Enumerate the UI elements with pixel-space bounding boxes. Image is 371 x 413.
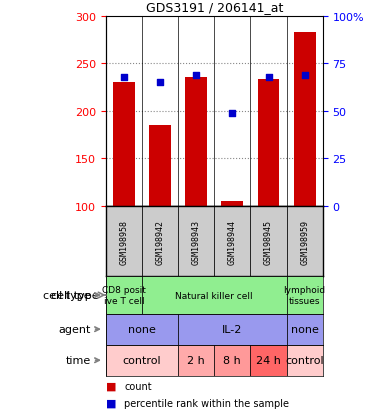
- Bar: [286, 277, 323, 314]
- Title: GDS3191 / 206141_at: GDS3191 / 206141_at: [145, 1, 283, 14]
- Text: 24 h: 24 h: [256, 355, 281, 366]
- Text: control: control: [285, 355, 324, 366]
- Bar: [258, 80, 279, 206]
- Bar: [142, 277, 286, 314]
- Text: CD8 posit
ive T cell: CD8 posit ive T cell: [102, 286, 146, 305]
- Bar: [178, 206, 214, 277]
- Bar: [178, 314, 286, 345]
- Bar: [142, 206, 178, 277]
- Bar: [149, 126, 171, 206]
- Bar: [294, 33, 315, 206]
- Text: 2 h: 2 h: [187, 355, 205, 366]
- Text: time: time: [66, 355, 91, 366]
- Point: [229, 110, 235, 117]
- Text: none: none: [128, 324, 156, 335]
- Bar: [286, 345, 323, 376]
- Point: [157, 80, 163, 86]
- Text: cell type: cell type: [43, 290, 91, 300]
- Bar: [106, 314, 178, 345]
- Text: ■: ■: [106, 381, 116, 391]
- Text: lymphoid
tissues: lymphoid tissues: [283, 286, 326, 305]
- Point: [266, 74, 272, 81]
- Text: GSM198943: GSM198943: [192, 219, 201, 264]
- Text: count: count: [124, 381, 152, 391]
- Bar: [250, 345, 286, 376]
- Bar: [106, 277, 142, 314]
- Text: none: none: [291, 324, 319, 335]
- Point: [302, 72, 308, 79]
- Text: GSM198942: GSM198942: [155, 219, 164, 264]
- Bar: [214, 345, 250, 376]
- Bar: [106, 345, 178, 376]
- Point: [193, 72, 199, 79]
- Point: [121, 74, 127, 81]
- Text: GSM198944: GSM198944: [228, 219, 237, 264]
- Text: 8 h: 8 h: [223, 355, 241, 366]
- Bar: [286, 206, 323, 277]
- Text: GSM198959: GSM198959: [300, 219, 309, 264]
- Bar: [113, 83, 135, 206]
- Bar: [221, 202, 243, 206]
- Text: control: control: [122, 355, 161, 366]
- Text: Natural killer cell: Natural killer cell: [175, 291, 253, 300]
- Bar: [178, 345, 214, 376]
- Text: cell type: cell type: [51, 290, 98, 300]
- Text: IL-2: IL-2: [222, 324, 243, 335]
- Bar: [106, 206, 142, 277]
- Text: percentile rank within the sample: percentile rank within the sample: [124, 398, 289, 408]
- Bar: [214, 206, 250, 277]
- Bar: [250, 206, 286, 277]
- Text: GSM198945: GSM198945: [264, 219, 273, 264]
- Text: ■: ■: [106, 398, 116, 408]
- Bar: [286, 314, 323, 345]
- Text: GSM198958: GSM198958: [119, 219, 128, 264]
- Bar: [186, 77, 207, 206]
- Text: agent: agent: [59, 324, 91, 335]
